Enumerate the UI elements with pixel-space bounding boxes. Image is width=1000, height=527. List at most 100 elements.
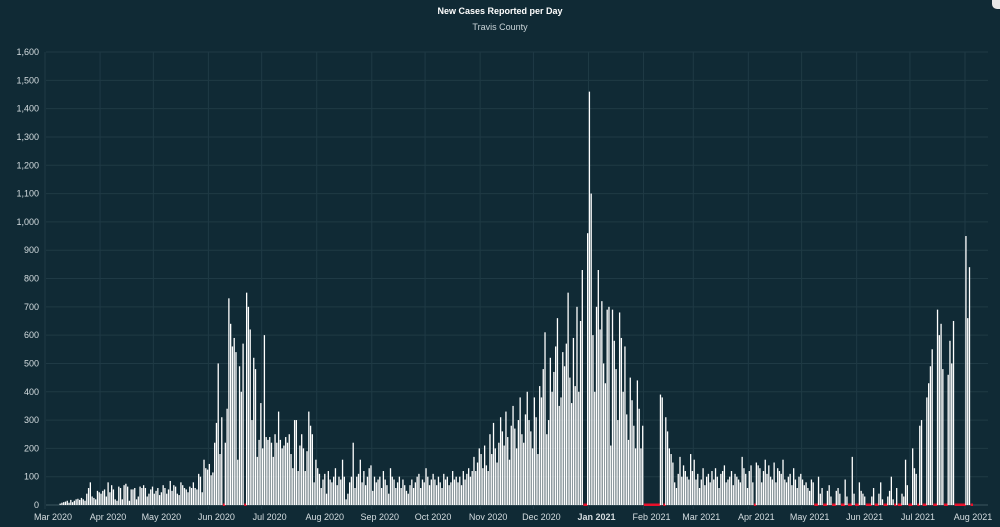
bar <box>560 397 562 505</box>
bar <box>510 425 512 505</box>
bar <box>128 500 131 505</box>
bar <box>478 448 480 505</box>
bar <box>681 476 683 505</box>
bar <box>256 456 258 505</box>
bar <box>393 479 395 505</box>
bar <box>714 468 717 505</box>
bar <box>531 448 534 505</box>
zero-marker <box>935 503 938 506</box>
bar <box>777 468 779 505</box>
bar <box>119 488 122 505</box>
bar <box>444 479 447 505</box>
bar <box>212 472 214 505</box>
bar <box>150 489 152 505</box>
bar <box>755 462 758 505</box>
zero-marker <box>663 503 666 506</box>
menu-button[interactable] <box>992 0 1000 9</box>
x-tick-label: Jul 2020 <box>253 512 287 522</box>
bar <box>501 431 504 505</box>
zero-marker <box>585 503 588 506</box>
bar <box>340 479 342 505</box>
bar <box>230 323 232 505</box>
bar <box>640 448 642 505</box>
bar <box>86 493 88 505</box>
y-tick-label: 1,400 <box>16 104 39 114</box>
bar <box>370 465 372 505</box>
zero-marker <box>943 503 947 506</box>
bar <box>482 468 484 505</box>
bar <box>949 340 951 505</box>
y-tick-label: 800 <box>24 274 39 284</box>
bar <box>844 479 846 505</box>
bar <box>333 476 335 505</box>
bar <box>759 468 761 505</box>
bar <box>148 493 150 505</box>
zero-marker <box>652 503 656 506</box>
bar <box>235 352 237 505</box>
bar <box>633 425 635 505</box>
zero-marker <box>959 503 963 506</box>
bar <box>231 346 234 505</box>
bar <box>238 366 241 505</box>
bar <box>379 476 381 505</box>
bar <box>512 405 514 505</box>
x-tick-label: Feb 2021 <box>633 512 671 522</box>
bar <box>604 383 607 505</box>
bar <box>439 482 441 505</box>
bar <box>798 476 800 505</box>
bar <box>421 479 424 505</box>
bar <box>887 496 889 505</box>
bar <box>455 476 457 505</box>
bar <box>888 490 891 505</box>
bar <box>919 425 921 505</box>
bar <box>864 496 866 505</box>
bar <box>752 482 754 505</box>
bar <box>475 471 477 505</box>
bar <box>890 476 893 505</box>
bar <box>260 403 262 505</box>
zero-marker <box>945 503 949 506</box>
bar <box>70 499 72 505</box>
bar <box>507 437 509 505</box>
bar <box>929 366 932 505</box>
zero-marker <box>643 503 647 506</box>
bar <box>913 468 916 505</box>
bar <box>100 493 102 505</box>
bar <box>940 323 942 505</box>
bar <box>576 306 578 505</box>
bar <box>709 482 711 505</box>
bar <box>826 490 829 505</box>
zero-marker <box>883 503 886 506</box>
bar <box>453 479 456 505</box>
bar <box>771 479 774 505</box>
bar <box>707 473 710 505</box>
bar <box>373 476 376 505</box>
bar <box>89 482 91 505</box>
bar <box>926 397 928 505</box>
zero-marker <box>848 503 851 506</box>
bar <box>473 456 475 505</box>
bar <box>846 496 848 505</box>
bar <box>125 483 127 505</box>
zero-marker <box>897 503 901 506</box>
y-tick-label: 1,000 <box>16 217 39 227</box>
zero-marker <box>963 503 966 506</box>
bar <box>558 405 560 505</box>
bar <box>725 482 727 505</box>
bar <box>345 499 347 505</box>
bar <box>599 329 601 505</box>
bar <box>547 420 550 505</box>
bar <box>210 475 212 505</box>
bar <box>84 500 86 505</box>
bar <box>174 486 177 505</box>
bar <box>306 451 308 505</box>
bar <box>233 337 235 505</box>
bar <box>366 476 369 505</box>
bar <box>942 369 944 505</box>
y-tick-label: 400 <box>24 387 39 397</box>
bar <box>98 492 100 505</box>
bar <box>716 476 718 505</box>
bar <box>556 318 559 505</box>
bar <box>293 420 296 505</box>
bar <box>730 471 733 505</box>
